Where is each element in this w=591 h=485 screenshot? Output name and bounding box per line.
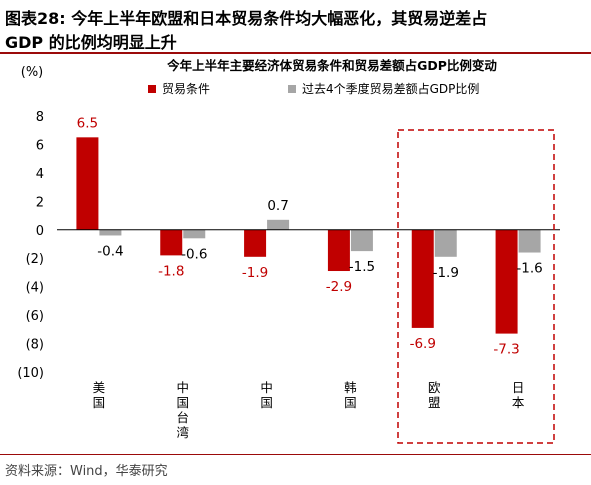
- bar-trade-balance-gdp: [267, 219, 290, 230]
- y-axis: 8 6 4 2 0 (2) (4) (6) (8) (10): [17, 110, 44, 381]
- y-tick-label: (8): [26, 338, 44, 353]
- bar-series: [76, 137, 541, 334]
- bar-chart: 今年上半年主要经济体贸易条件和贸易差额占GDP比例变动 (%) 贸易条件 过去4个…: [17, 58, 560, 444]
- bar-trade-balance-gdp: [99, 229, 122, 236]
- data-label-trade-balance-gdp: -1.6: [516, 261, 542, 277]
- bar-terms-of-trade: [76, 137, 99, 230]
- data-label-terms-of-trade: -1.8: [158, 263, 184, 279]
- x-tick-label: 韩国: [344, 380, 357, 410]
- title-divider: [0, 52, 591, 54]
- data-label-terms-of-trade: -1.9: [242, 265, 268, 281]
- x-tick-label: 中国台湾: [176, 380, 189, 440]
- bar-trade-balance-gdp: [183, 229, 206, 239]
- x-tick-label: 美国: [93, 380, 106, 410]
- data-label-trade-balance-gdp: -0.6: [181, 246, 207, 262]
- data-labels: 6.5 -0.4 -1.8-0.6 -1.9 0.7 -2.9 -1.5 -6.9 -1.9 -7…: [77, 115, 543, 357]
- data-label-terms-of-trade: -7.3: [493, 342, 519, 358]
- legend-label-1: 贸易条件: [162, 82, 210, 96]
- source-note: 资料来源：Wind，华泰研究: [5, 464, 168, 479]
- legend-swatch-2: [288, 85, 296, 93]
- data-label-trade-balance-gdp: -0.4: [97, 243, 123, 259]
- y-tick-label: (4): [26, 281, 44, 296]
- y-axis-unit-label: (%): [21, 65, 44, 80]
- y-tick-label: 2: [36, 195, 44, 210]
- data-label-terms-of-trade: -2.9: [326, 279, 352, 295]
- y-tick-label: 0: [36, 224, 44, 239]
- y-tick-label: (2): [26, 252, 44, 267]
- bar-terms-of-trade: [244, 229, 267, 257]
- y-tick-label: (6): [26, 309, 44, 324]
- chart-title: 今年上半年主要经济体贸易条件和贸易差额占GDP比例变动: [166, 58, 497, 73]
- source-divider: [0, 454, 591, 455]
- data-label-trade-balance-gdp: 0.7: [267, 198, 288, 214]
- y-tick-label: 4: [36, 167, 44, 182]
- x-tick-label: 中国: [260, 380, 273, 410]
- highlight-box: [397, 129, 555, 444]
- bar-terms-of-trade: [411, 229, 434, 328]
- figure-title-line-1: 图表28: 今年上半年欧盟和日本贸易条件均大幅恶化，其贸易逆差占: [5, 9, 488, 28]
- x-axis: 美国 中国台湾 中国 韩国 欧盟 日本: [57, 229, 560, 440]
- legend: 贸易条件 过去4个季度贸易差额占GDP比例: [148, 81, 479, 96]
- data-label-trade-balance-gdp: -1.5: [349, 259, 375, 275]
- bar-trade-balance-gdp: [350, 229, 373, 252]
- x-tick-label: 欧盟: [428, 380, 441, 410]
- report-header: 图表28: 今年上半年欧盟和日本贸易条件均大幅恶化，其贸易逆差占 GDP 的比例…: [0, 0, 591, 52]
- data-label-terms-of-trade: -6.9: [410, 336, 436, 352]
- bar-terms-of-trade: [160, 229, 183, 256]
- legend-swatch-1: [148, 85, 156, 93]
- data-label-terms-of-trade: 6.5: [77, 115, 98, 131]
- bar-terms-of-trade: [327, 229, 350, 272]
- y-tick-label: 8: [36, 110, 44, 125]
- y-tick-label: (10): [17, 366, 44, 381]
- x-tick-label: 日本: [512, 380, 525, 410]
- bar-trade-balance-gdp: [518, 229, 541, 253]
- bar-trade-balance-gdp: [434, 229, 457, 257]
- legend-label-2: 过去4个季度贸易差额占GDP比例: [302, 81, 479, 96]
- data-label-trade-balance-gdp: -1.9: [433, 265, 459, 281]
- y-tick-label: 6: [36, 138, 44, 153]
- figure-title-line-2: GDP 的比例均明显上升: [5, 33, 177, 52]
- bar-terms-of-trade: [495, 229, 518, 334]
